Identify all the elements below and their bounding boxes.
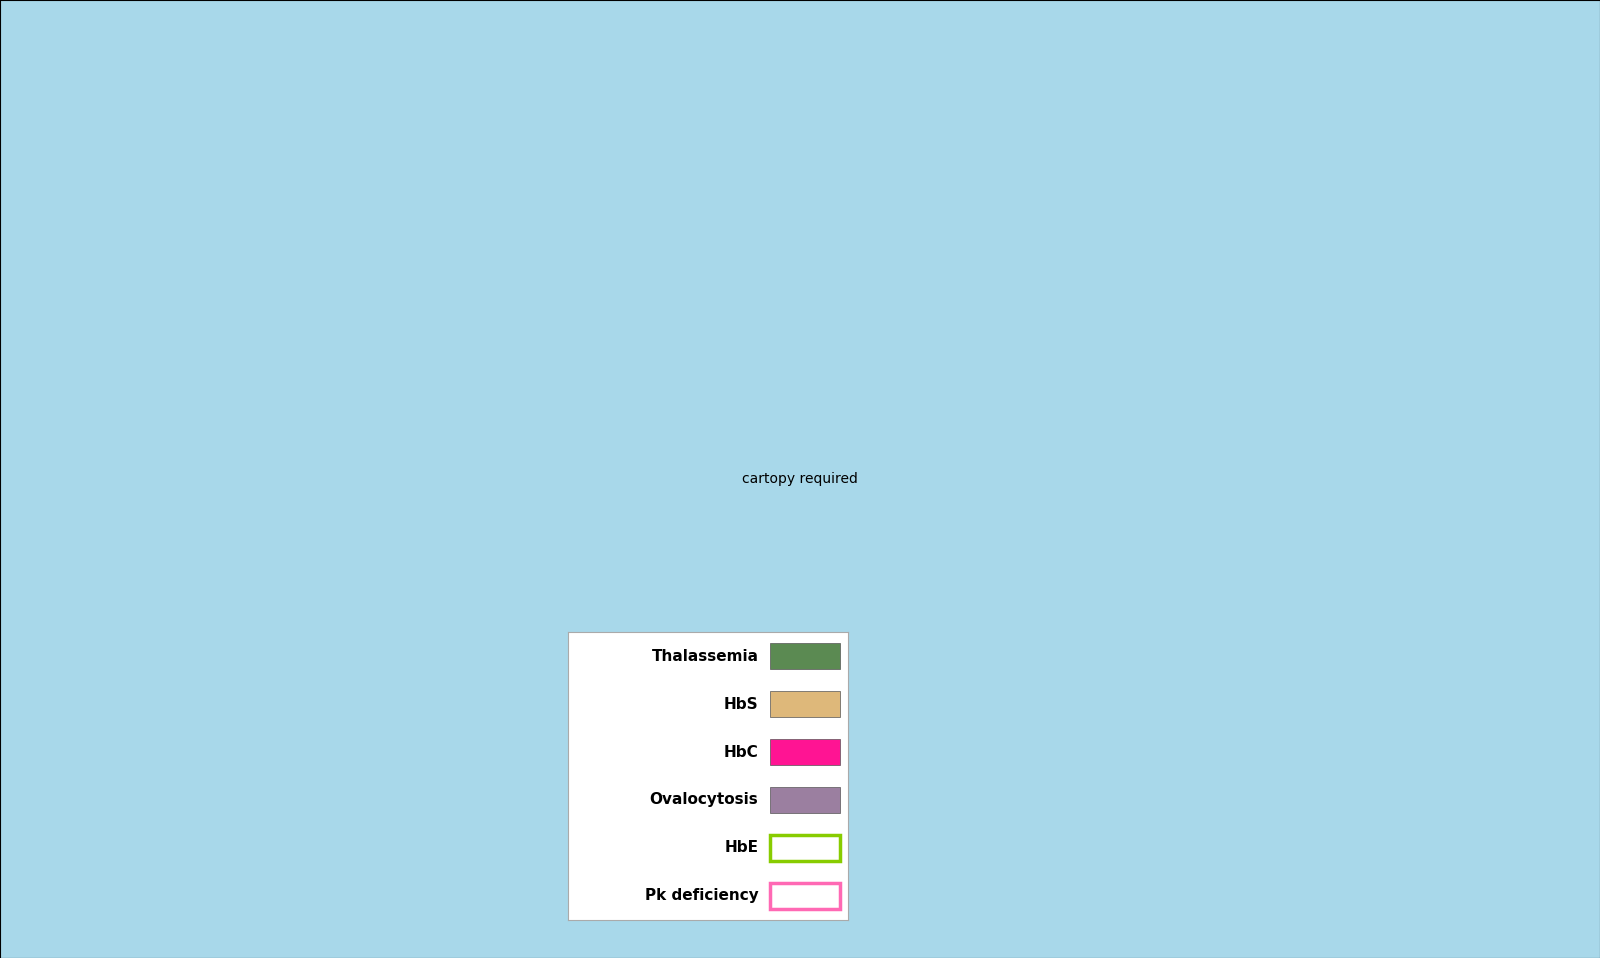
FancyBboxPatch shape [770, 643, 840, 670]
Text: HbE: HbE [725, 840, 758, 855]
Text: Pk deficiency: Pk deficiency [645, 888, 758, 903]
FancyBboxPatch shape [770, 882, 840, 909]
Text: Ovalocytosis: Ovalocytosis [650, 792, 758, 808]
Text: HbC: HbC [723, 744, 758, 760]
FancyBboxPatch shape [770, 739, 840, 765]
Text: HbS: HbS [723, 696, 758, 712]
Text: Thalassemia: Thalassemia [651, 649, 758, 664]
Text: cartopy required: cartopy required [742, 472, 858, 486]
FancyBboxPatch shape [770, 691, 840, 718]
FancyBboxPatch shape [770, 787, 840, 813]
FancyBboxPatch shape [770, 834, 840, 861]
